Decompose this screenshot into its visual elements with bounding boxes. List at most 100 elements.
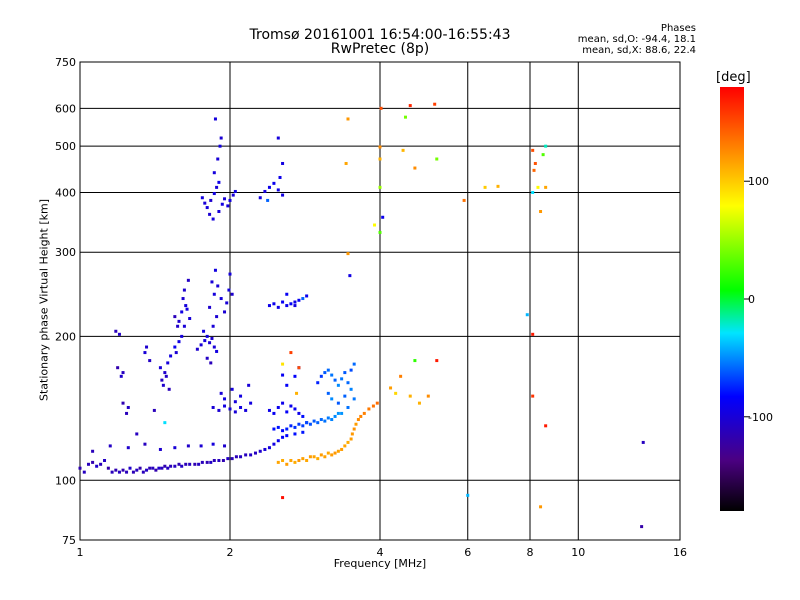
data-point xyxy=(209,361,213,365)
data-point xyxy=(330,453,334,457)
data-point xyxy=(205,460,209,464)
data-point xyxy=(330,373,334,377)
data-point xyxy=(408,394,412,398)
data-points xyxy=(78,102,645,529)
x-tick-label: 6 xyxy=(464,546,471,559)
data-point xyxy=(91,449,95,453)
data-point xyxy=(114,329,118,333)
data-point xyxy=(373,223,377,227)
data-point xyxy=(326,368,330,372)
data-point xyxy=(210,280,214,284)
colorbar xyxy=(720,87,744,511)
data-point xyxy=(233,410,237,414)
data-point xyxy=(267,446,271,450)
data-point xyxy=(199,444,203,448)
data-point xyxy=(435,359,439,363)
colorbar-tick-label: 0 xyxy=(748,293,755,306)
data-point xyxy=(293,300,297,304)
colorbar-tick-label: 100 xyxy=(748,175,769,188)
data-point xyxy=(532,168,536,172)
data-point xyxy=(272,181,276,185)
data-point xyxy=(403,115,407,119)
data-point xyxy=(346,405,350,409)
data-point xyxy=(281,458,285,462)
data-point xyxy=(226,204,230,208)
data-point xyxy=(276,425,280,429)
data-point xyxy=(180,310,184,314)
data-point xyxy=(244,408,248,412)
data-point xyxy=(281,401,285,405)
phases-heading: Phases xyxy=(660,23,696,34)
data-point xyxy=(276,305,280,309)
data-point xyxy=(378,230,382,234)
x-axis-label: Frequency [MHz] xyxy=(333,557,427,570)
data-point xyxy=(223,444,227,448)
y-axis-label: Stationary phase Virtual Height [km] xyxy=(37,198,51,402)
data-point xyxy=(293,304,297,308)
chart-subtitle: RwPretec (8p) xyxy=(330,41,430,57)
data-point xyxy=(340,377,344,381)
data-point xyxy=(208,212,212,216)
data-point xyxy=(281,300,285,304)
data-point xyxy=(297,458,301,462)
grid-lines xyxy=(80,62,680,540)
data-point xyxy=(209,198,213,202)
data-point xyxy=(267,408,271,412)
data-point xyxy=(408,104,412,108)
data-point xyxy=(160,466,164,470)
data-point xyxy=(211,405,215,409)
y-tick-label: 750 xyxy=(55,56,76,69)
data-point xyxy=(208,305,212,309)
data-point xyxy=(228,407,232,411)
data-point xyxy=(143,351,147,355)
data-point xyxy=(249,401,253,405)
data-point xyxy=(413,359,417,363)
data-point xyxy=(244,453,248,457)
data-point xyxy=(640,525,644,529)
x-tick-label: 2 xyxy=(227,546,234,559)
data-point xyxy=(326,391,330,395)
data-point xyxy=(413,166,417,170)
data-point xyxy=(531,332,535,336)
data-point xyxy=(181,297,185,301)
x-ticks: 1 2 4 6 8 10 16 xyxy=(77,546,688,559)
data-point xyxy=(297,366,301,370)
data-point xyxy=(211,324,215,328)
y-tick-label: 75 xyxy=(62,534,76,547)
data-point xyxy=(308,455,312,459)
data-point xyxy=(216,284,220,288)
data-point xyxy=(285,462,289,466)
data-point xyxy=(295,391,299,395)
data-point xyxy=(417,401,421,405)
data-point xyxy=(148,359,152,363)
data-point xyxy=(401,148,405,152)
data-point xyxy=(285,410,289,414)
data-point xyxy=(336,411,340,415)
colorbar-ticks: 100 0 -100 xyxy=(744,175,773,424)
data-point xyxy=(202,329,206,333)
data-point xyxy=(525,313,529,317)
data-point xyxy=(180,334,184,338)
data-point xyxy=(169,464,173,468)
data-point xyxy=(186,444,190,448)
data-point xyxy=(195,347,199,351)
data-point xyxy=(285,383,289,387)
data-point xyxy=(148,466,152,470)
data-point xyxy=(330,418,334,422)
data-point xyxy=(216,157,220,161)
data-point xyxy=(173,464,177,468)
data-point xyxy=(266,198,270,202)
data-point xyxy=(223,397,227,401)
data-point xyxy=(289,351,293,355)
data-point xyxy=(539,505,543,509)
data-point xyxy=(108,444,112,448)
data-point xyxy=(184,304,188,308)
data-point xyxy=(158,366,162,370)
data-point xyxy=(209,460,213,464)
data-point xyxy=(276,188,280,192)
data-point xyxy=(272,302,276,306)
data-point xyxy=(281,435,285,439)
data-point xyxy=(267,185,271,189)
data-point xyxy=(121,371,125,375)
